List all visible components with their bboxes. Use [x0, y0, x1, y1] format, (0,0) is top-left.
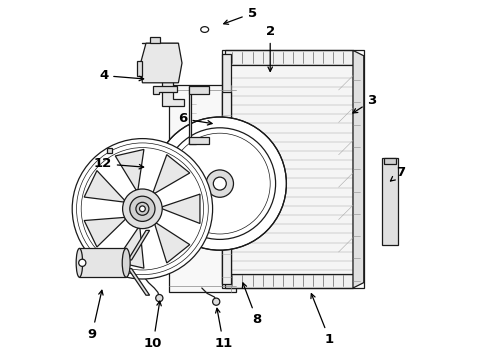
Text: 7: 7 [391, 166, 405, 181]
Circle shape [72, 139, 213, 279]
Text: 8: 8 [243, 283, 262, 326]
Circle shape [153, 117, 286, 250]
Bar [221, 92, 231, 284]
Text: 4: 4 [99, 69, 144, 82]
Polygon shape [162, 77, 184, 106]
Text: 12: 12 [94, 157, 144, 170]
Text: 11: 11 [214, 308, 233, 350]
Polygon shape [153, 155, 190, 193]
Polygon shape [382, 158, 398, 245]
Polygon shape [149, 37, 160, 43]
Polygon shape [84, 217, 125, 247]
Polygon shape [115, 228, 144, 268]
Ellipse shape [201, 27, 209, 32]
Circle shape [156, 294, 163, 302]
Polygon shape [189, 86, 209, 94]
Text: 1: 1 [311, 294, 334, 346]
Circle shape [122, 189, 162, 229]
Polygon shape [79, 248, 126, 277]
Text: 9: 9 [87, 290, 103, 341]
Polygon shape [384, 158, 396, 164]
Polygon shape [189, 137, 209, 144]
Text: 6: 6 [178, 112, 212, 125]
Ellipse shape [122, 248, 130, 277]
Polygon shape [189, 86, 196, 144]
Text: 5: 5 [224, 7, 257, 24]
Polygon shape [225, 50, 353, 65]
Polygon shape [84, 171, 124, 202]
Polygon shape [225, 274, 353, 288]
Polygon shape [225, 65, 353, 274]
Circle shape [213, 177, 226, 190]
Polygon shape [137, 61, 143, 76]
Circle shape [213, 298, 220, 305]
Circle shape [206, 170, 233, 197]
Polygon shape [221, 54, 231, 284]
Polygon shape [170, 85, 236, 292]
Polygon shape [128, 269, 149, 295]
Polygon shape [128, 230, 149, 260]
Text: 10: 10 [144, 301, 162, 350]
Circle shape [140, 206, 145, 212]
Circle shape [130, 196, 155, 221]
Circle shape [136, 202, 149, 215]
Ellipse shape [76, 248, 83, 277]
Polygon shape [107, 148, 112, 153]
Circle shape [79, 259, 86, 266]
Polygon shape [115, 149, 144, 190]
Text: 3: 3 [353, 94, 377, 113]
Polygon shape [155, 223, 190, 263]
Polygon shape [353, 50, 364, 288]
Polygon shape [141, 43, 182, 83]
Text: 2: 2 [266, 25, 275, 71]
Polygon shape [162, 194, 200, 224]
Polygon shape [153, 86, 176, 94]
